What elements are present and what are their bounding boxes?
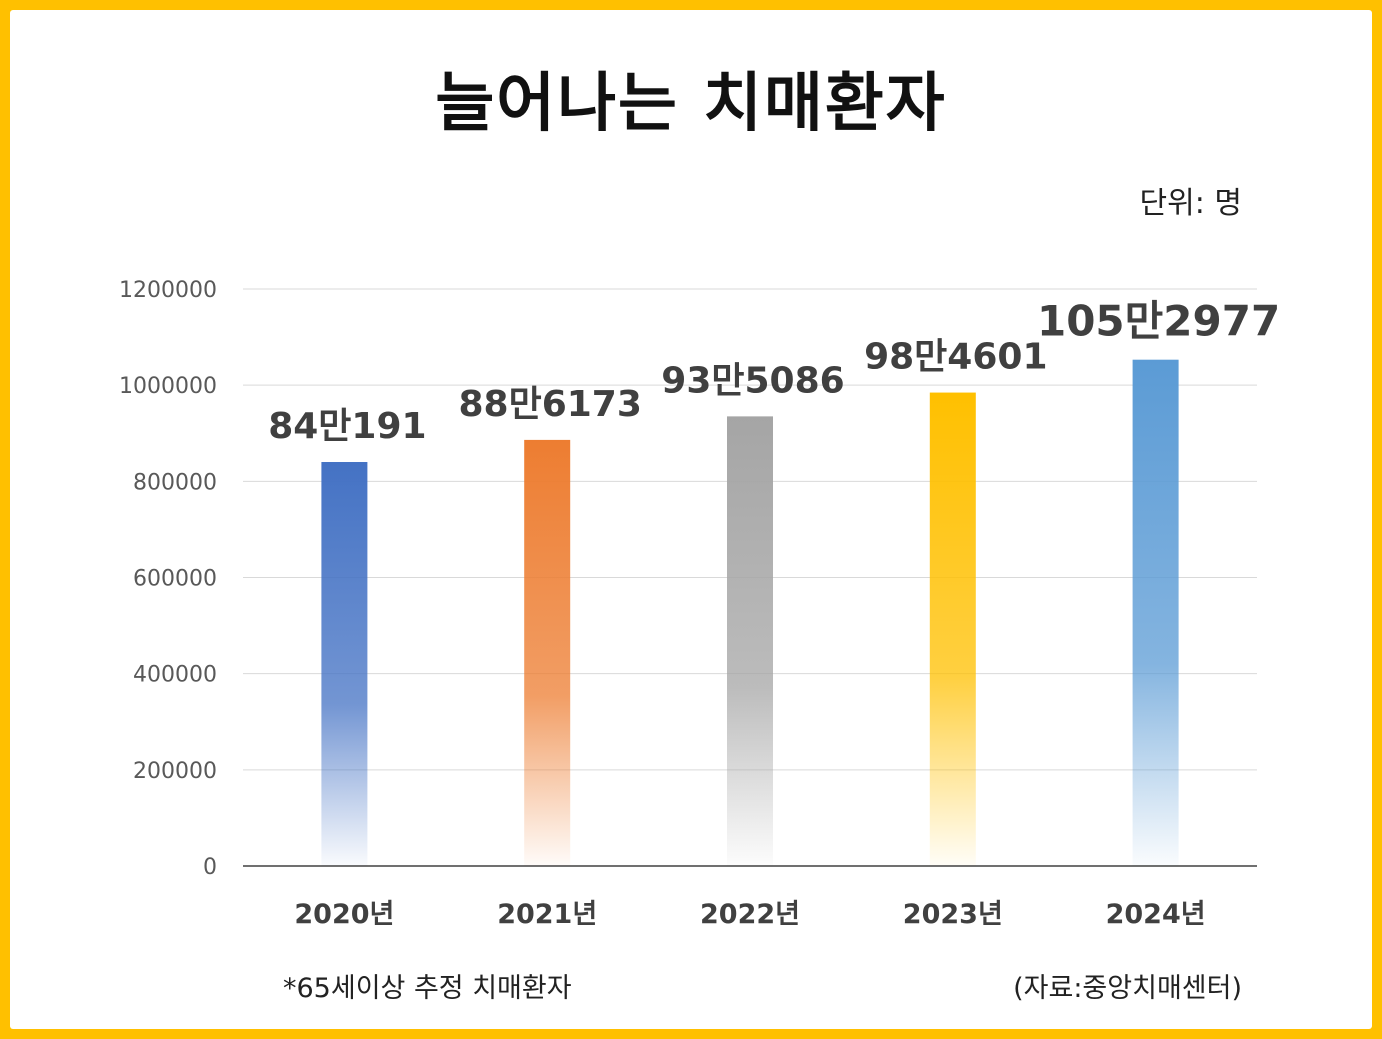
data-label: 105만2977 (1037, 297, 1280, 346)
y-tick-label: 0 (203, 855, 217, 880)
bars (321, 359, 1179, 866)
category-label: 2022년 (700, 899, 800, 930)
y-tick-label: 200000 (133, 759, 217, 784)
y-tick-label: 1000000 (119, 374, 217, 399)
data-label: 88만6173 (458, 384, 641, 425)
chart-title: 늘어나는 치매환자 (435, 67, 947, 141)
bar-2021년 (524, 439, 571, 866)
bar-2022년 (727, 416, 773, 866)
footnote: *65세이상 추정 치매환자 (283, 973, 572, 1004)
bar-2023년 (929, 392, 976, 866)
category-label: 2023년 (903, 899, 1003, 930)
y-axis-ticks: 0 200000 400000 600000 800000 1000000 1200000 (119, 278, 217, 880)
y-tick-label: 400000 (133, 663, 217, 688)
category-label: 2024년 (1106, 899, 1206, 930)
source-note: (자료:중앙치매센터) (1013, 973, 1242, 1004)
y-tick-label: 800000 (133, 470, 217, 495)
category-label: 2021년 (497, 899, 597, 930)
data-label: 84만191 (268, 406, 426, 447)
y-tick-label: 1200000 (119, 278, 217, 303)
bar-2024년 (1132, 359, 1179, 866)
y-tick-label: 600000 (133, 567, 217, 592)
x-axis-categories: 2020년 2021년 2022년 2023년 2024년 (294, 899, 1205, 930)
bar-2020년 (321, 462, 368, 866)
unit-label: 단위: 명 (1139, 186, 1242, 221)
data-label: 98만4601 (864, 337, 1047, 378)
data-label: 93만5086 (661, 360, 844, 401)
category-label: 2020년 (294, 899, 394, 930)
